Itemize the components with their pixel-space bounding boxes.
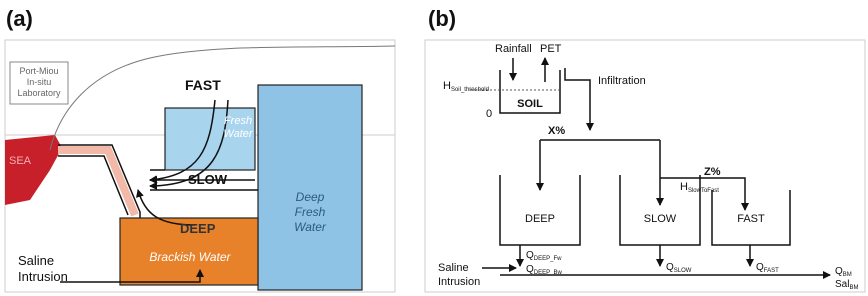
pet-label: PET: [540, 43, 562, 55]
figure: (a) Port-Miou In-situ Laboratory SEA FAS…: [0, 0, 868, 296]
rainfall-label: Rainfall: [495, 43, 532, 55]
saline-label: Saline: [18, 253, 54, 268]
infiltration-label: Infiltration: [598, 75, 646, 87]
panel-label: (a): [6, 6, 33, 31]
h-sub: SlowToFast: [688, 188, 719, 194]
fast-label: FAST: [185, 77, 221, 93]
saline-label: Intrusion: [438, 276, 480, 288]
panel-label: (b): [428, 6, 456, 31]
deep-fresh-label: Water: [294, 220, 327, 234]
sal-sub: BM: [849, 285, 858, 291]
deep-fresh-label: Fresh: [295, 205, 326, 219]
sea-label: SEA: [9, 155, 32, 167]
lab-label: Port-Miou: [19, 66, 58, 76]
fresh-water-label: Water: [223, 128, 253, 140]
saline-label: Saline: [438, 262, 469, 274]
q-sub: DEEP_Bw: [534, 270, 563, 276]
sal-base: Sal: [835, 279, 849, 290]
lab-label: Laboratory: [17, 88, 61, 98]
h-base: H: [680, 181, 688, 193]
lab-label: In-situ: [27, 77, 52, 87]
x-pct-label: X%: [548, 125, 565, 137]
deep-box-label: DEEP: [525, 213, 555, 225]
deep-label: DEEP: [180, 221, 216, 236]
deep-fresh-label: Deep: [296, 190, 325, 204]
saline-label: Intrusion: [18, 269, 68, 284]
slow-box-label: SLOW: [644, 213, 677, 225]
q-sub: DEEP_Fw: [534, 256, 562, 262]
h-sub: Soil_threshold: [451, 87, 489, 93]
slow-label: SLOW: [188, 172, 228, 187]
h-base: H: [443, 80, 451, 92]
zero-label: 0: [486, 108, 492, 120]
soil-label: SOIL: [517, 98, 543, 110]
q-sub: BM: [843, 272, 852, 278]
fast-box-label: FAST: [737, 213, 765, 225]
q-sub: FAST: [764, 268, 779, 274]
brackish-label: Brackish Water: [149, 250, 231, 264]
q-sub: SLOW: [674, 268, 692, 274]
fresh-water-label: Fresh: [224, 115, 252, 127]
z-pct-label: Z%: [704, 166, 721, 178]
